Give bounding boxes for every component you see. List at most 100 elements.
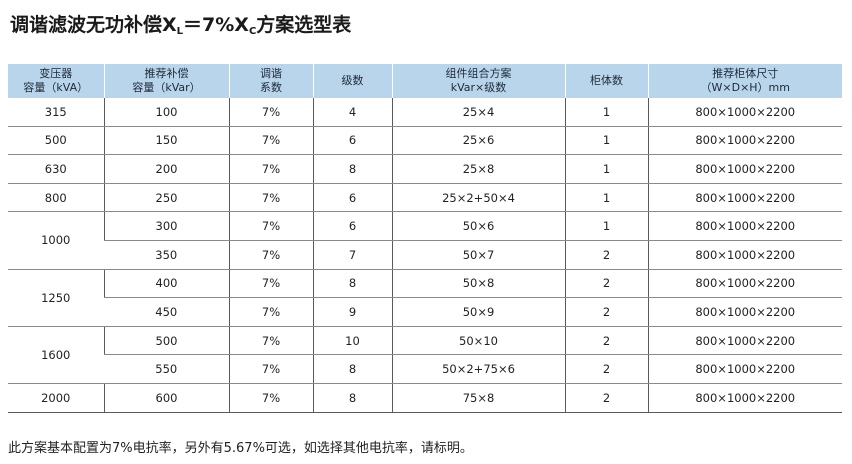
cell-scheme: 50×10	[391, 326, 565, 356]
header-text: 级数	[341, 74, 364, 87]
cell-stages: 4	[312, 98, 392, 127]
header-text: 变压器	[39, 67, 73, 80]
footnote: 此方案基本配置为7%电抗率，另外有5.67%可选，如选择其他电抗率，请标明。	[8, 441, 473, 456]
header-cabinet-count: 柜体数	[564, 64, 648, 98]
cell-scheme: 50×2+75×6	[391, 354, 565, 384]
header-tuning-factor: 调谐 系数	[228, 64, 313, 98]
cell-tuning: 7%	[228, 383, 313, 413]
cell-scheme: 50×7	[391, 240, 565, 270]
cell-stages: 8	[312, 354, 392, 384]
table-row: 550 7% 8 50×2+75×6 2 800×1000×2200	[8, 354, 842, 384]
cell-tuning: 7%	[228, 297, 313, 327]
cell-cabinets: 1	[564, 211, 648, 241]
header-text: 调谐	[260, 67, 282, 80]
header-text: 组件组合方案	[445, 67, 512, 80]
cell-compensation: 450	[104, 297, 229, 327]
table-row: 500 150 7% 6 25×6 1 800×1000×2200	[8, 126, 842, 156]
cell-transformer-capacity: 315	[8, 98, 104, 127]
table-row: 1000 300 7% 6 50×6 1 800×1000×2200	[8, 211, 842, 270]
cell-compensation: 550	[104, 354, 229, 384]
table-row: 350 7% 7 50×7 2 800×1000×2200	[8, 240, 842, 270]
table-row: 1600 500 7% 10 50×10 2 800×1000×2200	[8, 326, 842, 384]
cell-size: 800×1000×2200	[647, 240, 842, 270]
cell-cabinets: 1	[564, 98, 648, 127]
header-text: 柜体数	[590, 74, 623, 87]
table-row: 315 100 7% 4 25×4 1 800×1000×2200	[8, 98, 842, 127]
cell-size: 800×1000×2200	[647, 269, 842, 299]
table-row: 450 7% 9 50×9 2 800×1000×2200	[8, 297, 842, 327]
title-middle: ＝7%X	[183, 14, 249, 36]
cell-tuning: 7%	[228, 240, 313, 270]
cell-stages: 8	[312, 154, 392, 184]
cell-scheme: 25×6	[391, 126, 565, 156]
title-suffix: 方案选型表	[256, 14, 352, 36]
cell-size: 800×1000×2200	[647, 126, 842, 156]
header-component-scheme: 组件组合方案 kVar×级数	[391, 64, 565, 98]
cell-size: 800×1000×2200	[647, 154, 842, 184]
cell-tuning: 7%	[228, 126, 313, 156]
cell-size: 800×1000×2200	[647, 98, 842, 127]
cell-transformer-capacity: 2000	[8, 383, 104, 413]
cell-compensation: 500	[103, 326, 229, 356]
header-cabinet-size: 推荐柜体尺寸 （W×D×H）mm	[647, 64, 842, 98]
cell-tuning: 7%	[228, 326, 313, 356]
table-header-row: 变压器 容量（kVA） 推荐补偿 容量（kVar） 调谐 系数 级数 组件组合方案 kVar×级…	[8, 64, 842, 98]
cell-cabinets: 1	[564, 126, 648, 156]
table-body: 315 100 7% 4 25×4 1 800×1000×2200 500 150 7% 6 25×6…	[8, 98, 842, 413]
cell-transformer-capacity: 500	[8, 126, 104, 156]
cell-scheme: 25×4	[391, 98, 565, 127]
cell-stages: 8	[312, 383, 392, 413]
cell-compensation: 100	[103, 98, 229, 127]
cell-scheme: 25×2+50×4	[391, 183, 565, 213]
header-text: 推荐柜体尺寸	[712, 67, 779, 80]
cell-cabinets: 2	[564, 354, 648, 384]
cell-compensation: 150	[103, 126, 229, 156]
cell-cabinets: 1	[564, 183, 648, 213]
cell-compensation: 200	[103, 154, 229, 184]
cell-size: 800×1000×2200	[647, 297, 842, 327]
cell-stages: 7	[312, 240, 392, 270]
cell-cabinets: 2	[564, 269, 648, 299]
cell-compensation: 350	[104, 240, 229, 270]
cell-compensation: 400	[103, 269, 229, 299]
title-subscript-l: L	[176, 26, 184, 37]
cell-stages: 6	[312, 126, 392, 156]
header-text: （W×D×H）mm	[700, 81, 790, 94]
cell-transformer-capacity: 1600	[8, 326, 104, 384]
cell-transformer-capacity: 800	[8, 183, 104, 213]
cell-size: 800×1000×2200	[647, 383, 842, 413]
title-prefix: 调谐滤波无功补偿X	[10, 14, 177, 36]
cell-tuning: 7%	[228, 154, 313, 184]
cell-tuning: 7%	[228, 211, 313, 241]
cell-compensation: 250	[103, 183, 229, 213]
cell-compensation: 600	[103, 383, 229, 413]
cell-transformer-capacity: 630	[8, 154, 104, 184]
cell-tuning: 7%	[228, 183, 313, 213]
table-row: 630 200 7% 8 25×8 1 800×1000×2200	[8, 154, 842, 184]
cell-compensation: 300	[103, 211, 229, 241]
table-row: 1250 400 7% 8 50×8 2 800×1000×2200	[8, 269, 842, 327]
page-title: 调谐滤波无功补偿XL＝7%XC方案选型表	[10, 10, 351, 40]
cell-stages: 10	[312, 326, 392, 356]
cell-stages: 6	[312, 211, 392, 241]
cell-scheme: 50×8	[391, 269, 565, 299]
cell-size: 800×1000×2200	[647, 183, 842, 213]
header-text: kVar×级数	[450, 81, 507, 94]
cell-cabinets: 1	[564, 154, 648, 184]
cell-transformer-capacity: 1250	[8, 269, 104, 327]
table-row: 2000 600 7% 8 75×8 2 800×1000×2200	[8, 383, 842, 413]
cell-size: 800×1000×2200	[647, 211, 842, 241]
cell-size: 800×1000×2200	[647, 354, 842, 384]
cell-cabinets: 2	[564, 297, 648, 327]
cell-tuning: 7%	[228, 269, 313, 299]
cell-tuning: 7%	[228, 354, 313, 384]
header-text: 容量（kVar）	[132, 81, 201, 94]
cell-cabinets: 2	[564, 326, 648, 356]
cell-stages: 9	[312, 297, 392, 327]
cell-scheme: 25×8	[391, 154, 565, 184]
cell-scheme: 75×8	[391, 383, 565, 413]
cell-transformer-capacity: 1000	[8, 211, 104, 270]
table-row: 800 250 7% 6 25×2+50×4 1 800×1000×2200	[8, 183, 842, 213]
title-subscript-c: C	[248, 26, 257, 37]
cell-stages: 8	[312, 269, 392, 299]
